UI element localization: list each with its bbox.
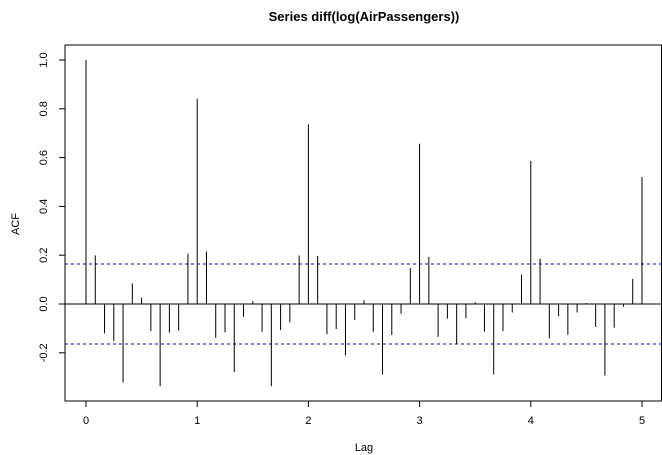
y-tick-label: 0.4 — [38, 199, 50, 214]
y-axis-label: ACF — [10, 213, 22, 235]
x-tick-label: 0 — [83, 415, 89, 427]
y-tick-label: 0.8 — [38, 101, 50, 116]
x-axis-label: Lag — [355, 442, 373, 454]
plot-area: 0 1 2 3 4 5 -0.2 0.0 0.2 0.4 0.6 0.8 1.0 — [38, 44, 662, 427]
x-tick-label: 2 — [305, 415, 311, 427]
x-tick-label: 1 — [194, 415, 200, 427]
y-tick-label: -0.2 — [38, 343, 50, 362]
y-tick-label: 0.6 — [38, 150, 50, 165]
y-tick-label: 0.0 — [38, 296, 50, 311]
x-tick-label: 4 — [528, 415, 534, 427]
plot-frame — [64, 44, 662, 402]
chart-title: Series diff(log(AirPassengers)) — [269, 9, 460, 24]
y-tick-label: 1.0 — [38, 52, 50, 67]
y-tick-label: 0.2 — [38, 248, 50, 263]
x-tick-label: 5 — [639, 415, 645, 427]
x-tick-label: 3 — [417, 415, 423, 427]
